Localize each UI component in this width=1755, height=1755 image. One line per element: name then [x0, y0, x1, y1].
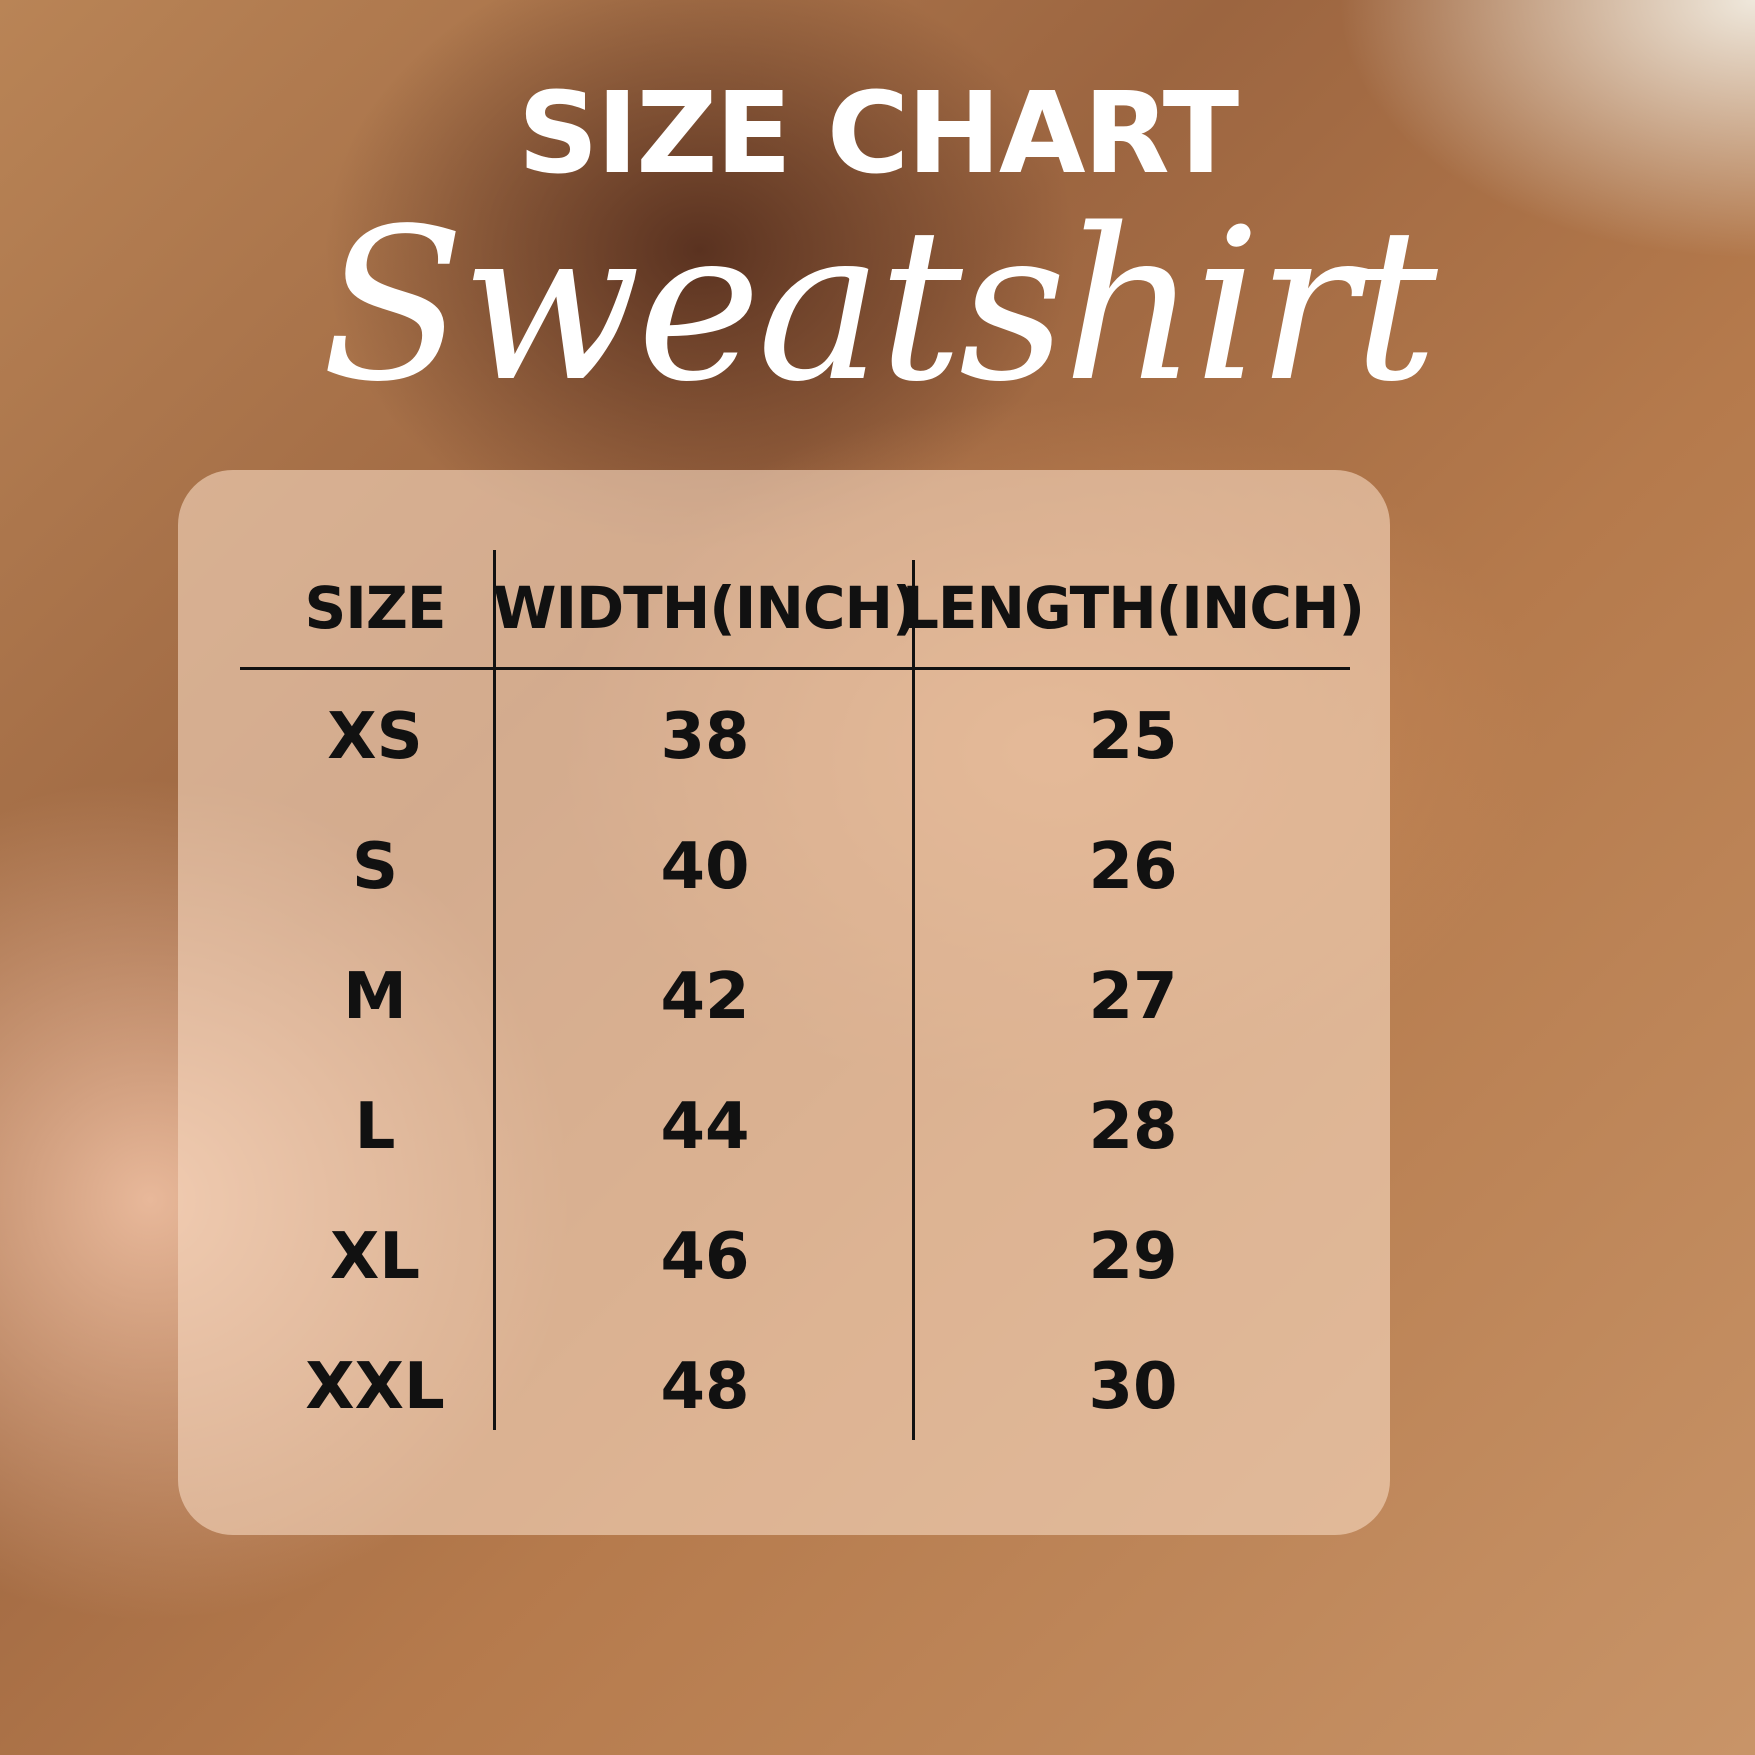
background-highlight	[1335, 0, 1755, 260]
table-cell: 44	[660, 1090, 750, 1164]
column-header: LENGTH(INCH)	[901, 574, 1365, 642]
table-cell: XL	[329, 1220, 421, 1294]
column-header: WIDTH(INCH)	[492, 574, 918, 642]
table-cell: XS	[327, 700, 423, 774]
table-cell: 48	[660, 1350, 750, 1424]
table-cell: 38	[660, 700, 750, 774]
table-cell: 26	[1088, 830, 1178, 904]
page-title: SIZE CHART	[517, 69, 1239, 199]
header-divider	[240, 667, 1350, 670]
table-cell: 28	[1088, 1090, 1178, 1164]
column-divider-1	[493, 550, 496, 1430]
table-cell: 42	[660, 960, 750, 1034]
table-cell: L	[354, 1090, 396, 1164]
table-cell: 27	[1088, 960, 1178, 1034]
column-divider-2	[912, 560, 915, 1440]
table-cell: M	[343, 960, 407, 1034]
table-cell: 29	[1088, 1220, 1178, 1294]
table-cell: 46	[660, 1220, 750, 1294]
table-cell: XXL	[305, 1350, 445, 1424]
table-cell: 40	[660, 830, 750, 904]
table-cell: S	[351, 830, 399, 904]
table-cell: 30	[1088, 1350, 1178, 1424]
column-header: SIZE	[304, 574, 446, 642]
page-subtitle: Sweatshirt	[321, 183, 1437, 428]
size-table-panel	[178, 470, 1390, 1535]
table-cell: 25	[1088, 700, 1178, 774]
